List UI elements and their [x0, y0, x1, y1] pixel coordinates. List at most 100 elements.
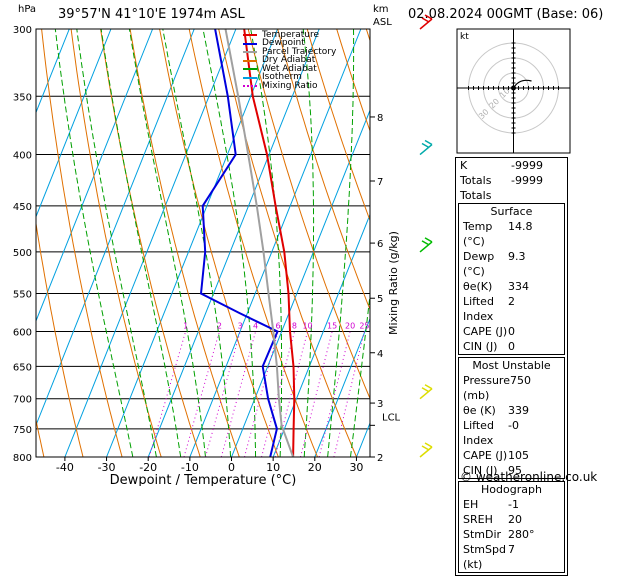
most-unstable-title: Most Unstable [472, 359, 551, 372]
legend-item: Wet Adiabat [243, 64, 336, 74]
isotherm-line [189, 29, 362, 457]
mixing-ratio-line [148, 331, 187, 457]
x-tick-label: 10 [266, 461, 280, 474]
mixing-ratio-line [183, 331, 220, 457]
surface-row: Lifted Index 2 [459, 294, 564, 324]
isotherm-line [314, 317, 370, 457]
wet-adiabat-line [202, 29, 257, 457]
asl-axis-label: ASL [373, 17, 392, 28]
wet-adiabat-line [54, 29, 134, 457]
surface-value: 0 [508, 340, 515, 353]
dry-adiabat-line [247, 29, 370, 400]
dry-adiabat-line [218, 29, 357, 457]
wet-adiabat-line [250, 29, 283, 457]
legend-label: Temperature [262, 29, 320, 40]
mixing-ratio-line [244, 331, 279, 457]
x-tick-label: -10 [181, 461, 199, 474]
most-unstable-value: 750 [509, 374, 531, 387]
isotherm-line [106, 29, 279, 457]
surface-label: Lifted Index [463, 295, 494, 323]
legend-item: Temperature [243, 29, 336, 40]
mixing-ratio-label: 20 [345, 321, 355, 330]
mixing-ratio-label: 25 [359, 321, 369, 330]
hodograph-stat-label: SREH [463, 513, 493, 526]
pressure-tick-label: 550 [13, 289, 32, 300]
most-unstable-row: θe (K) 339 [459, 403, 564, 418]
wind-barb [419, 388, 433, 400]
copyright-footer: © weatheronline.co.uk [460, 470, 598, 484]
pressure-tick-label: 750 [13, 425, 32, 436]
legend-item: Isotherm [243, 73, 336, 83]
mixing-ratio-label: 3 [238, 321, 243, 330]
surface-value: 2 [508, 295, 515, 308]
dry-adiabat-line [36, 220, 84, 457]
x-tick-label: 0 [228, 461, 235, 474]
surface-label: θe(K) [463, 280, 493, 293]
wind-barb-flag [421, 240, 430, 246]
isotherm-line [36, 29, 70, 114]
wind-barb-flag [424, 442, 433, 448]
index-value: -9999 [511, 159, 543, 172]
most-unstable-value: 339 [508, 404, 529, 417]
index-value: -9999 [511, 174, 543, 187]
most-unstable-label: Lifted Index [463, 419, 494, 447]
legend-label: Dewpoint [262, 38, 305, 49]
surface-table: Surface Temp (°C) 14.8 Dewp (°C) 9.3 θe(K) 33… [455, 203, 568, 576]
hodograph-stat-label: EH [463, 498, 479, 511]
km-tick-label: 5 [377, 294, 383, 305]
index-row: K -9999 [456, 158, 567, 173]
pressure-tick-label: 450 [13, 202, 32, 213]
surface-label: Temp (°C) [463, 220, 493, 248]
mixing-ratio-line [261, 331, 295, 457]
x-axis-title: Dewpoint / Temperature (°C) [110, 473, 297, 486]
dry-adiabat-line [159, 29, 279, 457]
km-tick-label: 4 [377, 349, 383, 360]
hodograph-stat-row: EH -1 [459, 497, 564, 512]
pressure-tick-label: 600 [13, 327, 32, 338]
index-row: Totals Totals -9999 [456, 173, 567, 203]
wet-adiabat-line [302, 29, 315, 457]
dry-adiabat-line [129, 29, 240, 457]
mixing-ratio-line [220, 331, 257, 457]
temperature-line [243, 29, 296, 457]
dry-adiabat-line [188, 29, 318, 457]
surface-label: CAPE (J) [463, 325, 508, 338]
datetime-title: 02.08.2024 00GMT (Base: 06) [408, 7, 604, 22]
legend-swatch [243, 85, 257, 88]
mixing-ratio-label: 2 [217, 321, 222, 330]
x-tick-label: -20 [139, 461, 157, 474]
mixing-ratio-line [333, 331, 365, 457]
wet-adiabat-line [128, 29, 206, 457]
index-label: Totals Totals [460, 174, 492, 202]
hodograph-table-title: Hodograph [481, 483, 542, 496]
hodograph-stat-label: StmSpd (kt) [463, 543, 506, 571]
wet-adiabat-line [327, 29, 355, 457]
pressure-tick-label: 800 [13, 453, 32, 464]
most-unstable-label: θe (K) [463, 404, 496, 417]
x-tick-label: 20 [308, 461, 322, 474]
mixing-ratio-label: 4 [253, 321, 258, 330]
wind-barb-flag [421, 445, 430, 451]
legend: Temperature Dewpoint Parcel Trajectory Dry … [243, 29, 336, 91]
isotherm-line [36, 29, 112, 218]
legend-swatch [243, 34, 257, 37]
wind-barb-flag [421, 387, 430, 393]
isotherm-line [36, 29, 195, 427]
mixing-ratio-label: 15 [327, 321, 337, 330]
legend-item: Parcel Trajectory [243, 47, 336, 57]
dry-adiabat-line [306, 29, 370, 222]
wet-adiabat-line [350, 291, 370, 457]
mixing-ratio-axis-title: Mixing Ratio (g/kg) [387, 231, 400, 335]
hodograph-stat-value: 280° [508, 528, 535, 541]
most-unstable-row: CIN (J) 95 [459, 463, 564, 478]
wind-barb [419, 18, 433, 30]
surface-value: 9.3 [508, 250, 526, 263]
surface-row: Dewp (°C) 9.3 [459, 249, 564, 279]
index-label: K [460, 159, 468, 172]
mixing-ratio-line [300, 331, 333, 457]
wet-adiabat-line [76, 29, 157, 457]
wind-barbs [419, 14, 433, 458]
most-unstable-row: CAPE (J) 105 [459, 448, 564, 463]
hodograph-stat-row: StmSpd (kt) 7 [459, 542, 564, 572]
lcl-label: LCL [382, 412, 401, 423]
